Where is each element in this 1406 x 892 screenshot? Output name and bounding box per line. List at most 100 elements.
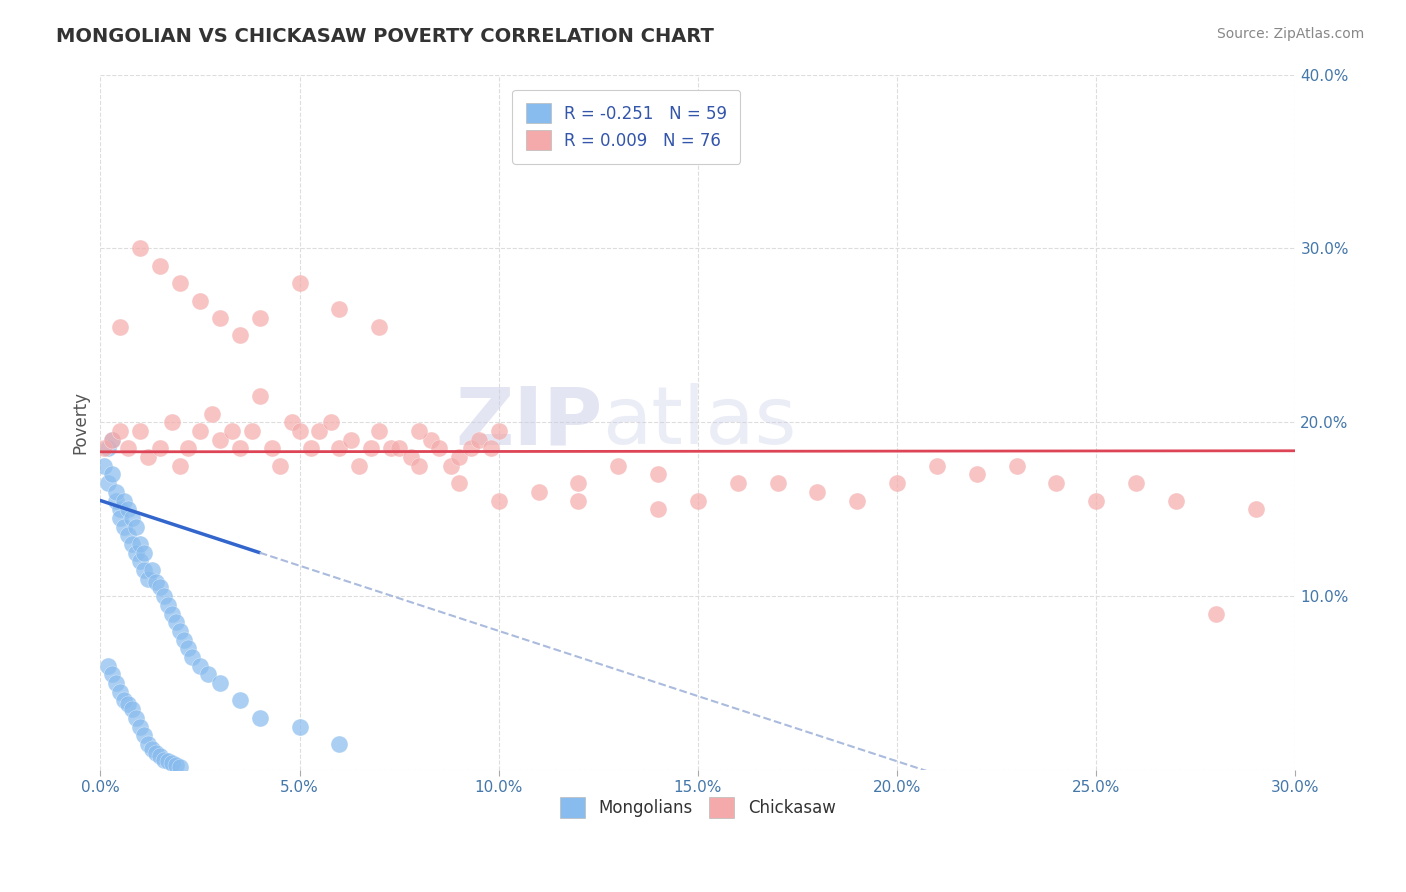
Point [101,467,124,482]
Point [468,433,491,447]
Text: atlas: atlas [602,384,797,461]
Point [328,442,350,456]
Point [97,658,120,673]
Point [328,302,350,317]
Point [1244,502,1267,516]
Point [97,476,120,491]
Point [121,702,143,716]
Point [647,467,669,482]
Point [117,442,139,456]
Point [112,519,135,533]
Point [388,442,411,456]
Point [197,667,219,681]
Point [1005,458,1028,473]
Point [686,493,709,508]
Point [125,711,148,725]
Point [121,511,143,525]
Point [886,476,908,491]
Point [177,641,200,656]
Point [145,575,167,590]
Point [229,442,252,456]
Point [208,433,231,447]
Point [129,424,152,438]
Point [925,458,948,473]
Point [125,519,148,533]
Point [479,442,502,456]
Point [249,711,271,725]
Point [181,650,204,665]
Point [149,442,172,456]
Point [1125,476,1147,491]
Point [249,389,271,403]
Point [101,433,124,447]
Point [208,676,231,690]
Point [101,433,124,447]
Point [121,537,143,551]
Point [149,749,172,764]
Point [201,407,224,421]
Point [647,502,669,516]
Point [308,424,330,438]
Point [129,241,152,255]
Point [105,493,128,508]
Y-axis label: Poverty: Poverty [72,391,89,454]
Point [447,476,470,491]
Point [105,676,128,690]
Point [136,450,159,464]
Point [141,563,163,577]
Point [169,458,191,473]
Point [188,658,211,673]
Point [112,693,135,707]
Point [321,415,343,429]
Point [153,589,176,603]
Point [110,319,132,334]
Point [440,458,463,473]
Point [157,598,180,612]
Point [260,442,283,456]
Point [110,685,132,699]
Point [567,476,589,491]
Point [110,502,132,516]
Point [368,424,391,438]
Point [134,563,156,577]
Point [129,554,152,568]
Point [360,442,382,456]
Point [145,746,167,760]
Point [420,433,443,447]
Point [169,759,191,773]
Point [141,742,163,756]
Point [208,310,231,325]
Point [165,615,187,630]
Point [117,697,139,711]
Point [134,546,156,560]
Point [249,310,271,325]
Point [169,276,191,290]
Point [149,259,172,273]
Point [288,276,311,290]
Point [165,757,187,772]
Point [288,424,311,438]
Point [169,624,191,638]
Point [160,607,183,621]
Point [149,581,172,595]
Text: Source: ZipAtlas.com: Source: ZipAtlas.com [1216,27,1364,41]
Point [101,667,124,681]
Point [766,476,789,491]
Point [105,484,128,499]
Point [1164,493,1187,508]
Text: ZIP: ZIP [456,384,602,461]
Point [157,754,180,768]
Point [229,693,252,707]
Point [806,484,828,499]
Point [1085,493,1108,508]
Point [368,319,391,334]
Point [110,511,132,525]
Point [136,737,159,751]
Point [117,502,139,516]
Point [97,442,120,456]
Point [727,476,749,491]
Point [112,493,135,508]
Point [177,442,200,456]
Point [280,415,302,429]
Point [427,442,450,456]
